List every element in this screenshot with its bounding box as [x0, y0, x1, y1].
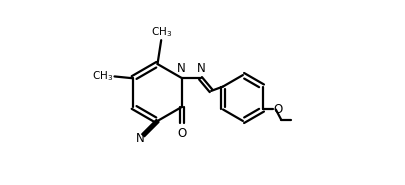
Text: CH$_3$: CH$_3$ [92, 70, 113, 83]
Text: O: O [273, 103, 283, 116]
Text: CH$_3$: CH$_3$ [151, 26, 172, 39]
Text: N: N [177, 62, 185, 75]
Text: N: N [136, 132, 145, 145]
Text: N: N [197, 62, 206, 75]
Text: O: O [177, 127, 187, 139]
